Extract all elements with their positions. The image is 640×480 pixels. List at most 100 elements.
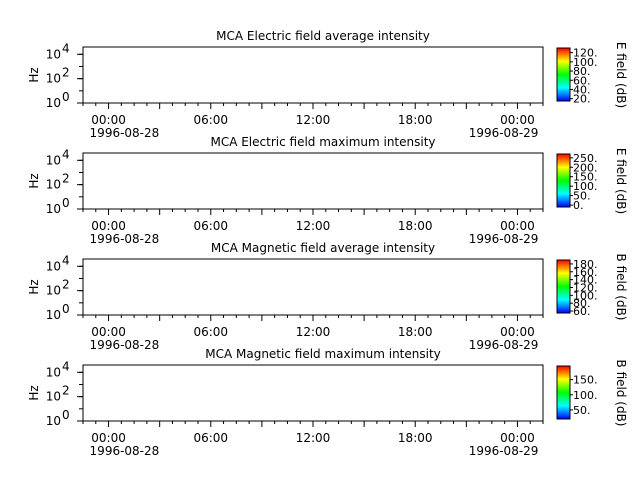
- colorbar-segment: [557, 79, 570, 82]
- colorbar-segment: [557, 277, 570, 279]
- colorbar-tick-label: 100.: [573, 180, 598, 193]
- colorbar-segment: [557, 77, 570, 79]
- colorbar-segment: [557, 183, 570, 185]
- y-tick-label: 10: [46, 153, 61, 167]
- colorbar-segment: [557, 90, 570, 92]
- colorbar-segment: [557, 302, 570, 304]
- colorbar-segment: [557, 290, 570, 293]
- y-tick-exponent: 0: [62, 196, 70, 210]
- colorbar-tick-label: 150.: [573, 171, 598, 184]
- colorbar-segment: [557, 51, 570, 53]
- colorbar-segment: [557, 78, 570, 81]
- colorbar-segment: [557, 285, 570, 287]
- colorbar-segment: [557, 170, 570, 173]
- colorbar-segment: [557, 307, 570, 309]
- colorbar-tick-label: 50.: [573, 190, 591, 203]
- colorbar-segment: [557, 281, 570, 283]
- colorbar-segment: [557, 97, 570, 99]
- colorbar-segment: [557, 67, 570, 69]
- colorbar-segment: [557, 66, 570, 68]
- x-tick-label: 00:00: [91, 113, 126, 127]
- colorbar-segment: [557, 264, 570, 266]
- colorbar-tick-label: 60.: [573, 305, 591, 318]
- colorbar-segment: [557, 288, 570, 290]
- y-axis-label: Hz: [27, 173, 41, 188]
- colorbar-segment: [557, 166, 570, 168]
- colorbar-segment: [557, 189, 570, 191]
- colorbar-segment: [557, 297, 570, 299]
- colorbar-segment: [557, 83, 570, 85]
- colorbar-segment: [557, 70, 570, 72]
- colorbar-segment: [557, 64, 570, 67]
- colorbar-segment: [557, 186, 570, 188]
- colorbar-segment: [557, 175, 570, 177]
- colorbar-segment: [557, 311, 570, 313]
- colorbar-tick-label: 20.: [573, 93, 591, 106]
- x-tick-label: 18:00: [398, 325, 433, 339]
- colorbar-segment: [557, 305, 570, 307]
- colorbar-segment: [557, 84, 570, 86]
- colorbar-segment: [557, 169, 570, 172]
- colorbar-segment: [557, 268, 570, 271]
- colorbar-segment: [557, 308, 570, 310]
- colorbar-segment: [557, 85, 570, 87]
- axes-frame: [82, 46, 544, 104]
- y-tick-exponent: 4: [62, 147, 70, 161]
- y-tick-exponent: 0: [62, 90, 70, 104]
- colorbar-segment: [557, 62, 570, 64]
- panel-title: MCA Magnetic field maximum intensity: [205, 347, 441, 361]
- colorbar-segment: [557, 156, 570, 158]
- colorbar-segment: [557, 158, 570, 160]
- colorbar-segment: [557, 157, 570, 159]
- colorbar-segment: [557, 94, 570, 97]
- colorbar-segment: [557, 306, 570, 309]
- colorbar-segment: [557, 275, 570, 277]
- colorbar-segment: [557, 301, 570, 303]
- colorbar-segment: [557, 76, 570, 78]
- colorbar-segment: [557, 193, 570, 196]
- colorbar-segment: [557, 164, 570, 166]
- colorbar-segment: [557, 48, 570, 51]
- colorbar-segment: [557, 163, 570, 165]
- colorbar-segment: [557, 190, 570, 192]
- colorbar-segment: [557, 197, 570, 199]
- colorbar-segment: [557, 187, 570, 189]
- colorbar-segment: [557, 273, 570, 275]
- colorbar-segment: [557, 261, 570, 264]
- colorbar-segment: [557, 154, 570, 156]
- colorbar-segment: [557, 63, 570, 66]
- colorbar-segment: [557, 86, 570, 89]
- colorbar-tick-label: 120.: [573, 281, 598, 294]
- colorbar-segment: [557, 200, 570, 203]
- colorbar-segment: [557, 298, 570, 301]
- panel-title: MCA Magnetic field average intensity: [211, 241, 435, 255]
- colorbar-segment: [557, 61, 570, 63]
- colorbar-segment: [557, 280, 570, 282]
- colorbar: 60.80.100.120.140.160.180. B field (dB): [556, 254, 628, 320]
- colorbar-segment: [557, 169, 570, 171]
- x-tick-label: 00:00: [91, 325, 126, 339]
- colorbar-segment: [557, 70, 570, 73]
- colorbar-tick-label: 200.: [573, 161, 598, 174]
- colorbar-segment: [557, 92, 570, 94]
- y-tick-exponent: 2: [62, 278, 70, 292]
- colorbar-segment: [557, 161, 570, 164]
- colorbar-segment: [557, 87, 570, 90]
- colorbar-segment: [557, 297, 570, 300]
- y-tick-exponent: 4: [62, 41, 70, 55]
- colorbar-segment: [557, 58, 570, 60]
- colorbar-segment: [557, 176, 570, 179]
- colorbar-segment: [557, 296, 570, 298]
- colorbar-tick-label: 100.: [573, 289, 598, 302]
- x-tick-label: 12:00: [296, 219, 331, 233]
- colorbar-segment: [557, 293, 570, 295]
- colorbar-segment: [557, 279, 570, 281]
- colorbar-segment: [557, 204, 570, 206]
- colorbar-segment: [557, 185, 570, 188]
- colorbar-frame: [556, 259, 571, 314]
- x-tick-label: 00:00: [91, 219, 126, 233]
- colorbar-segment: [557, 192, 570, 195]
- colorbar-segment: [557, 184, 570, 186]
